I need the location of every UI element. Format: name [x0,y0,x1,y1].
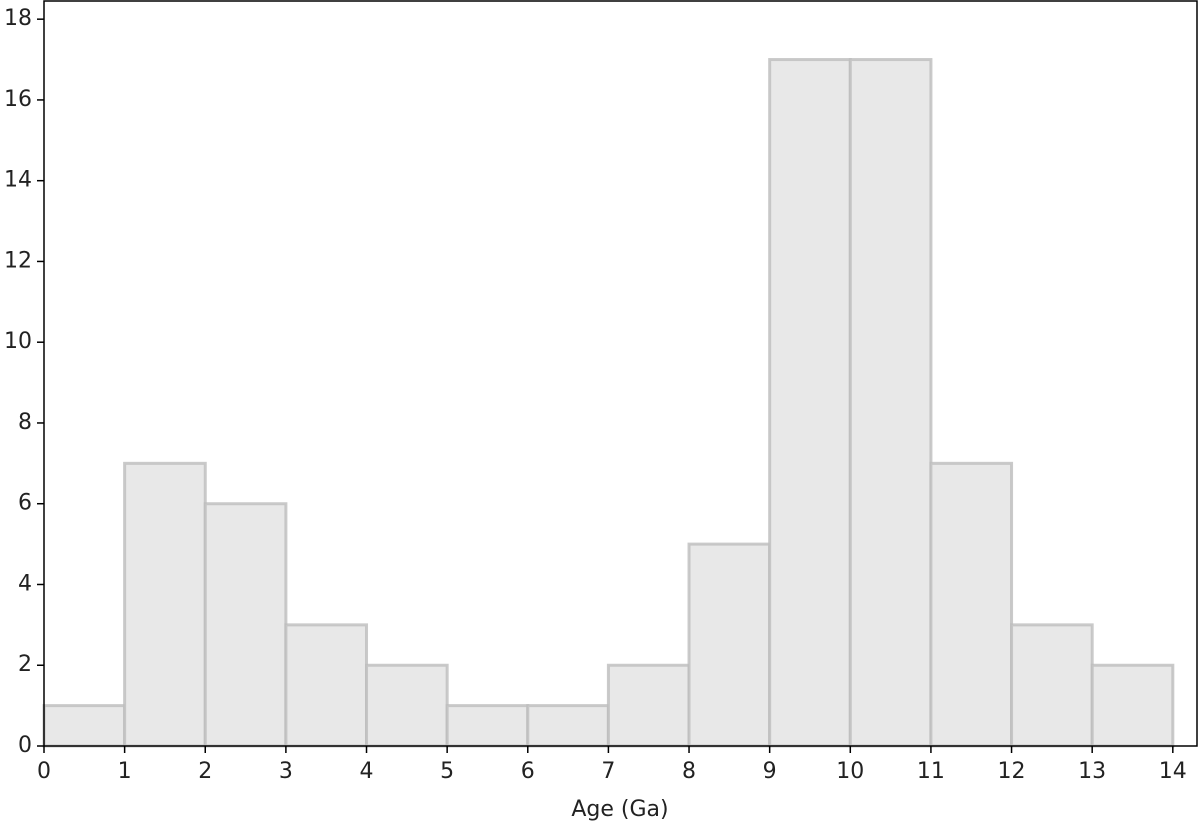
bar [606,663,691,748]
bar [526,704,610,748]
bar [768,58,852,748]
y-tick-label: 10 [4,329,32,354]
x-tick-label: 10 [836,759,864,784]
y-tick-label: 0 [18,733,32,758]
y-tick-label: 6 [18,491,32,516]
bar [365,663,449,748]
x-tick-label: 0 [37,759,51,784]
x-tick-label: 7 [601,759,615,784]
y-tick-label: 4 [18,571,32,596]
bar [687,542,772,748]
x-tick-label: 8 [682,759,696,784]
x-tick-label: 9 [763,759,777,784]
x-tick-label: 14 [1159,759,1187,784]
y-tick-label: 14 [4,168,32,193]
bar [42,704,127,748]
bar [1010,623,1094,748]
x-axis-label: Age (Ga) [571,797,668,822]
y-tick-label: 12 [4,248,32,273]
x-tick-label: 12 [998,759,1026,784]
y-tick-label: 2 [18,652,32,677]
bar [284,623,369,748]
x-tick-label: 1 [118,759,132,784]
plot-frame [43,0,1198,747]
bar [848,58,933,748]
bar [1090,663,1175,748]
x-tick-label: 5 [440,759,454,784]
x-tick-label: 13 [1078,759,1106,784]
bar [929,461,1014,748]
x-tick-label: 2 [198,759,212,784]
x-tick-label: 4 [360,759,374,784]
bar [203,502,288,748]
x-tick-label: 3 [279,759,293,784]
x-tick-label: 11 [917,759,945,784]
y-tick-label: 8 [18,410,32,435]
y-tick-label: 18 [4,6,32,31]
bar [445,704,530,748]
x-tick-label: 6 [521,759,535,784]
bar [123,461,207,748]
y-tick-label: 16 [4,87,32,112]
